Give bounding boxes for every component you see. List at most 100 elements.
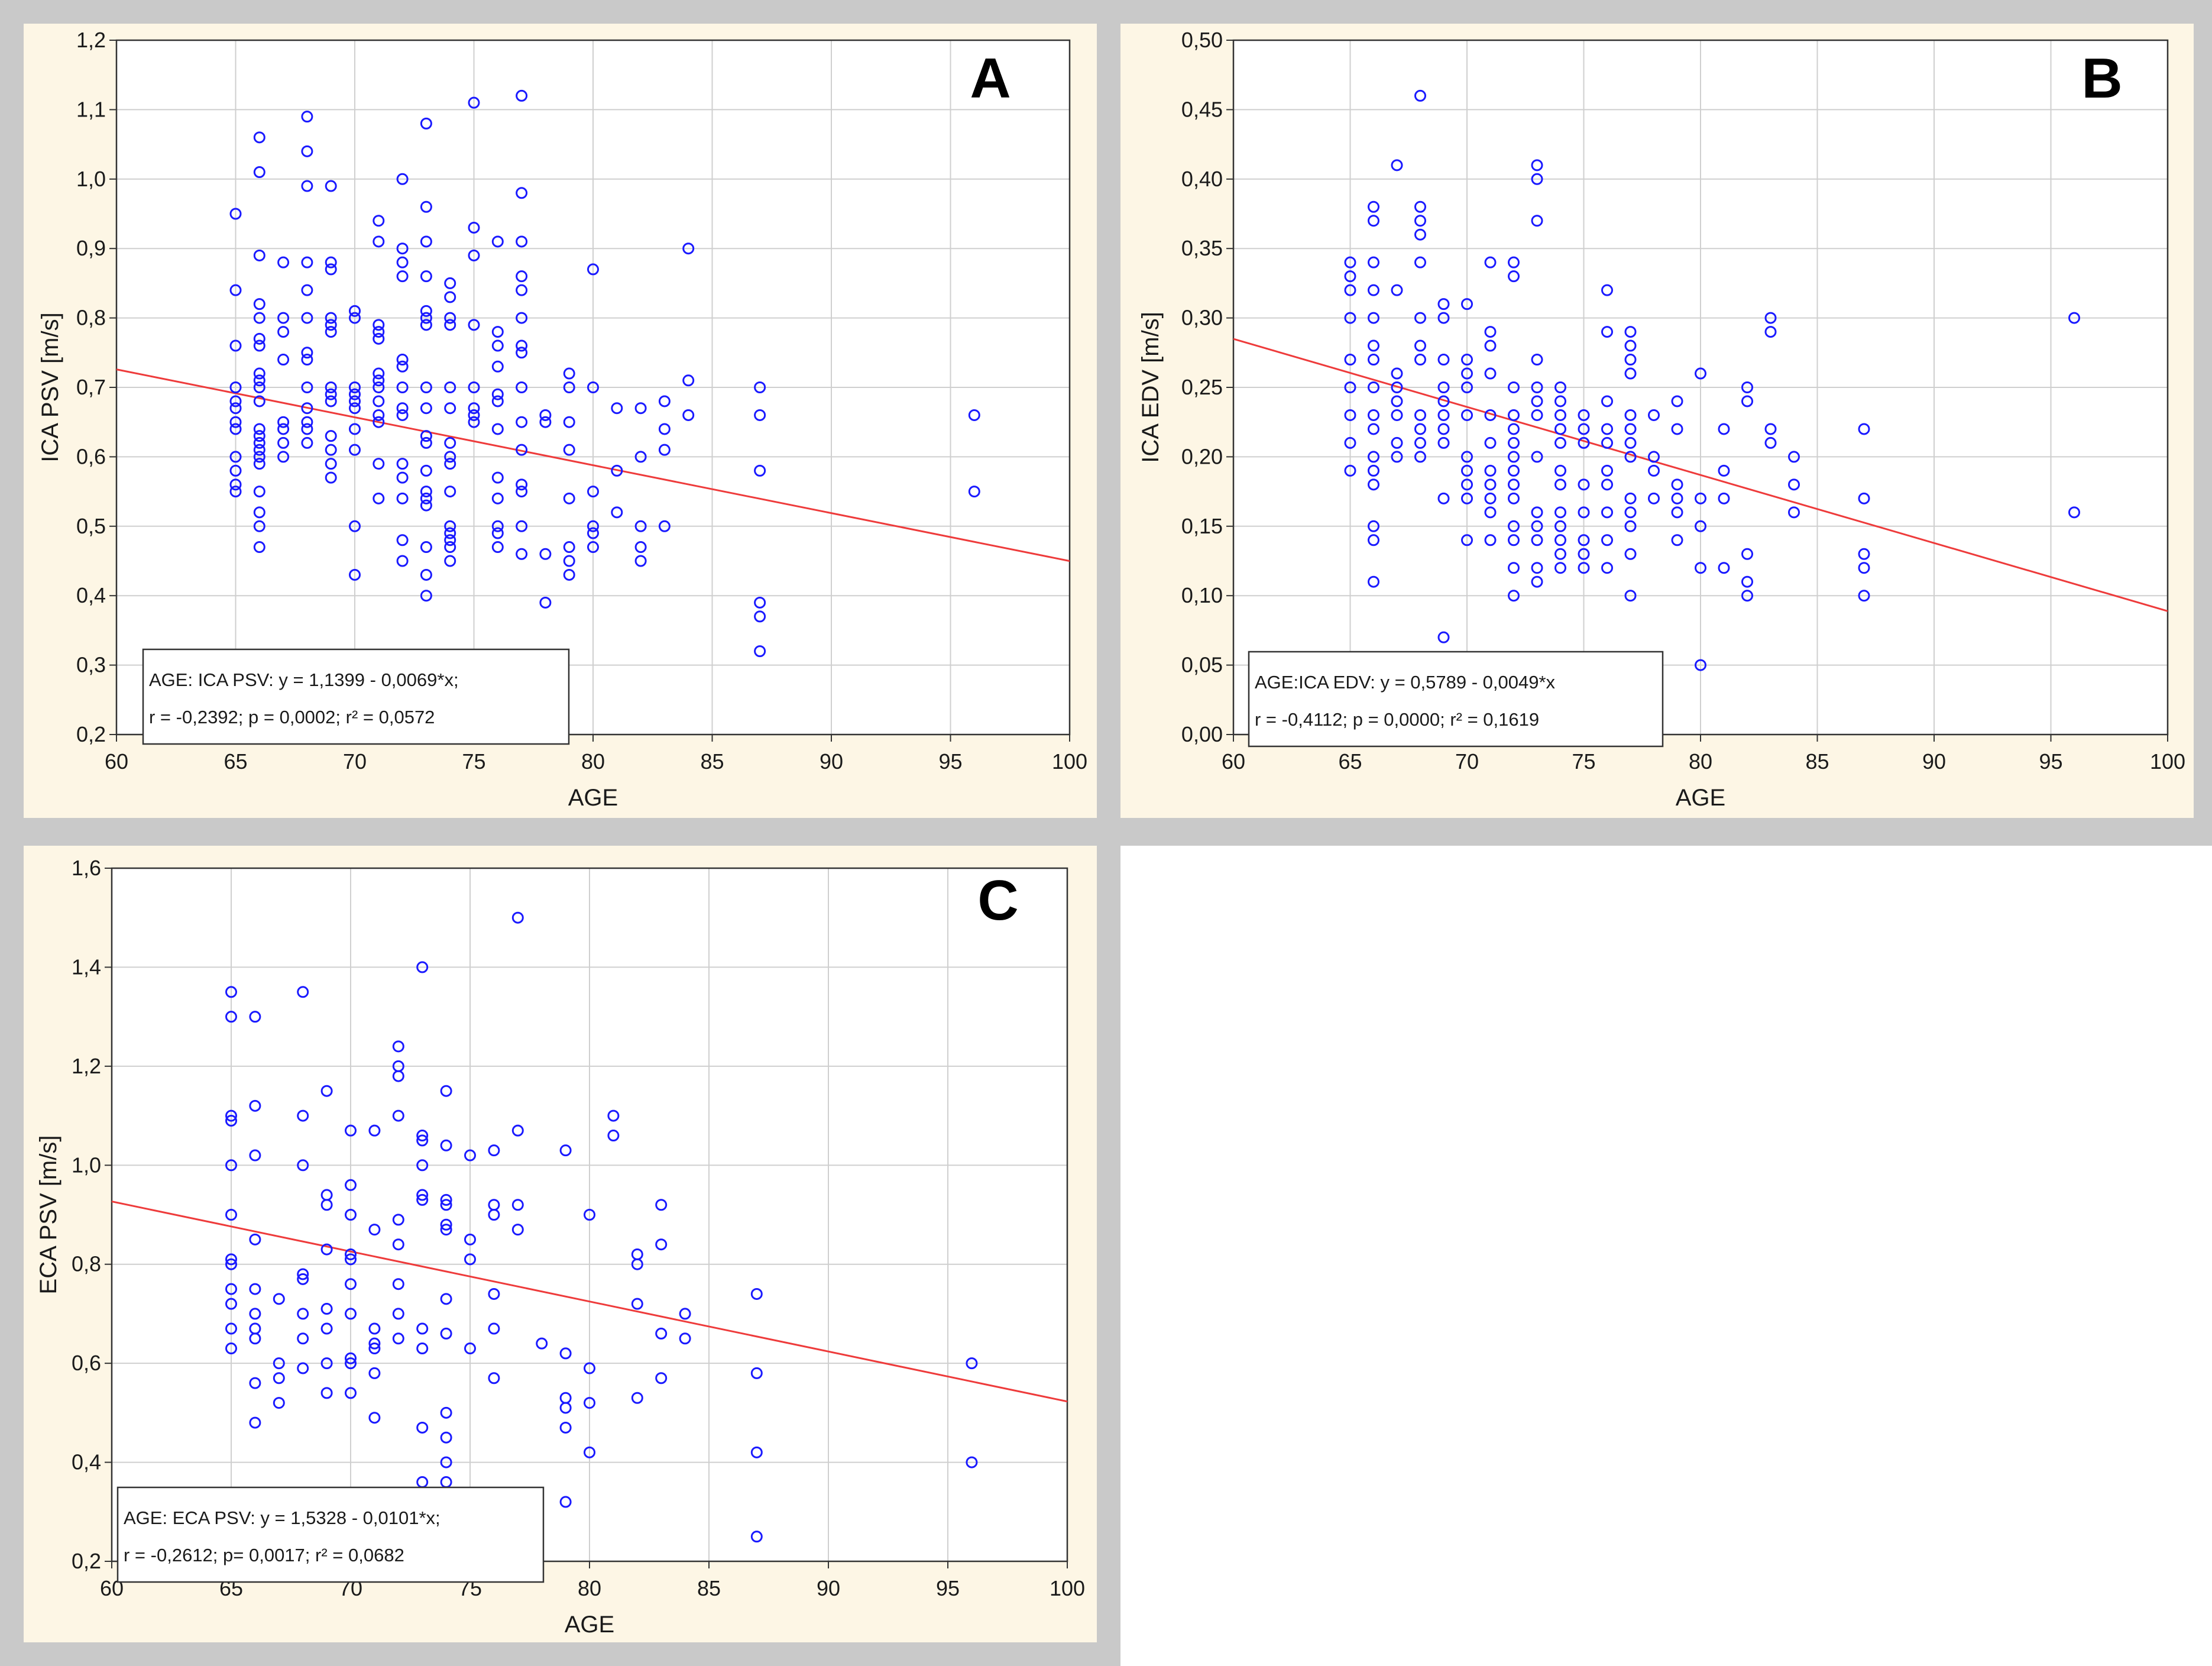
data-point (539, 548, 552, 560)
data-point (325, 395, 337, 407)
data-point (444, 381, 456, 393)
data-point (1484, 409, 1497, 421)
x-tick-label: 85 (1805, 749, 1829, 774)
data-point (416, 1342, 429, 1355)
data-point (416, 1134, 429, 1147)
data-point (1508, 381, 1520, 393)
data-point (1554, 478, 1566, 491)
data-point (420, 499, 432, 512)
data-point (491, 360, 504, 373)
data-point (1368, 575, 1379, 588)
data-point (420, 235, 432, 248)
data-point (1764, 423, 1777, 435)
data-point (345, 1278, 357, 1290)
data-point (1368, 200, 1379, 213)
data-point (249, 1011, 261, 1023)
data-point (440, 1218, 452, 1231)
data-point (1601, 478, 1613, 491)
data-point (1484, 464, 1497, 477)
data-point (297, 1332, 309, 1345)
data-point (345, 1387, 357, 1399)
data-point (750, 1367, 763, 1379)
data-point (373, 235, 385, 248)
data-point (420, 568, 432, 581)
data-point (1858, 423, 1870, 435)
data-point (1461, 492, 1473, 504)
data-point (1671, 423, 1683, 435)
data-point (1671, 506, 1683, 519)
data-point (1531, 159, 1543, 172)
data-point (349, 444, 361, 456)
data-point (420, 270, 432, 283)
y-tick-label: 0,2 (76, 722, 106, 746)
x-tick-label: 85 (697, 1576, 721, 1600)
data-point (1578, 506, 1590, 519)
y-tick-label: 0,5 (76, 514, 106, 538)
x-tick-label: 90 (820, 749, 843, 774)
data-point (1741, 395, 1753, 407)
data-point (1414, 436, 1426, 449)
y-tick-label: 1,2 (76, 28, 106, 52)
data-point (1484, 367, 1497, 380)
y-tick-label: 0,6 (76, 444, 106, 468)
data-point (345, 1209, 357, 1221)
data-point (420, 464, 432, 477)
data-point (392, 1332, 404, 1345)
data-point (468, 221, 480, 234)
data-point (1624, 506, 1637, 519)
data-point (631, 1392, 643, 1404)
data-point (1648, 409, 1660, 421)
data-point (1695, 492, 1706, 504)
data-point (754, 381, 766, 393)
data-point (349, 423, 361, 435)
data-point (253, 436, 265, 449)
data-point (658, 423, 671, 435)
data-point (349, 388, 361, 400)
data-point (444, 291, 456, 303)
data-point (396, 256, 409, 268)
x-tick-label: 80 (1689, 749, 1712, 774)
data-point (396, 270, 409, 283)
x-axis-label: AGE (568, 785, 618, 811)
data-point (1695, 520, 1706, 532)
data-point (511, 911, 524, 924)
data-point (253, 458, 265, 470)
data-point (273, 1397, 285, 1409)
data-point (325, 458, 337, 470)
data-point (277, 354, 290, 366)
x-tick-label: 70 (343, 749, 367, 774)
data-point (559, 1496, 572, 1508)
data-point (631, 1258, 643, 1270)
data-point (368, 1367, 381, 1379)
data-point (468, 409, 480, 421)
data-point (416, 1193, 429, 1206)
data-point (655, 1372, 668, 1384)
data-point (368, 1337, 381, 1350)
x-tick-label: 95 (2039, 749, 2062, 774)
data-point (679, 1332, 691, 1345)
data-point (1437, 312, 1450, 324)
data-point (559, 1347, 572, 1360)
data-point (1601, 506, 1613, 519)
data-point (440, 1193, 452, 1206)
data-point (349, 312, 361, 324)
data-point (516, 444, 528, 456)
data-point (488, 1287, 500, 1300)
data-point (607, 1109, 620, 1122)
data-point (444, 555, 456, 567)
data-point (229, 423, 242, 435)
data-point (1858, 590, 1870, 602)
data-point (420, 319, 432, 331)
data-point (1437, 395, 1450, 407)
data-point (655, 1327, 668, 1340)
data-point (1508, 464, 1520, 477)
data-point (1624, 326, 1637, 338)
y-tick-label: 0,8 (76, 306, 106, 330)
data-point (488, 1322, 500, 1335)
data-point (1648, 464, 1660, 477)
data-point (536, 1337, 548, 1350)
data-point (511, 1224, 524, 1236)
data-point (563, 381, 575, 393)
data-point (1531, 381, 1543, 393)
data-point (253, 381, 265, 393)
